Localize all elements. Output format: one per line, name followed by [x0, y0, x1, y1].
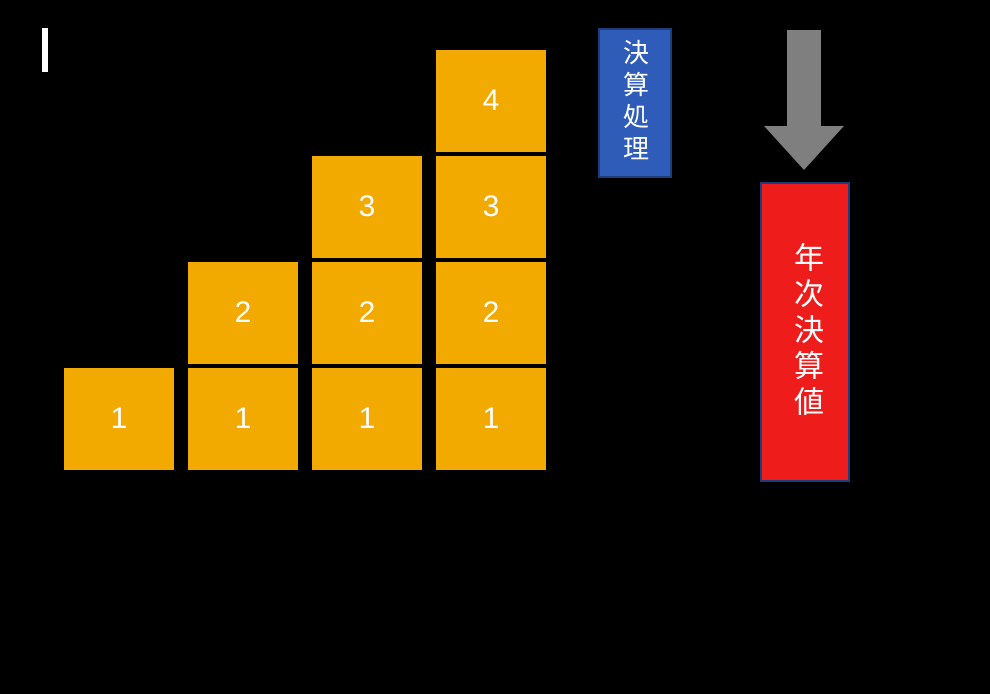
bar-cell: 1	[186, 366, 300, 472]
bar-cell: 1	[62, 366, 176, 472]
result-box: 年次決算値	[760, 182, 850, 482]
bar-cell-label: 4	[483, 84, 500, 118]
result-box-label: 年次決算値	[783, 242, 827, 422]
bar-cell-label: 1	[483, 402, 500, 436]
bar-cell-label: 2	[235, 296, 252, 330]
arrow-stem	[787, 30, 821, 126]
bar-cell-label: 1	[235, 402, 252, 436]
arrow-head	[764, 126, 844, 170]
process-box-label: 決算処理	[617, 39, 654, 167]
bar-cell-label: 2	[359, 296, 376, 330]
bar-cell-label: 1	[359, 402, 376, 436]
bar-cell-label: 3	[483, 190, 500, 224]
bar-cell-label: 1	[111, 402, 128, 436]
bar-cell-label: 3	[359, 190, 376, 224]
bar-cell-label: 2	[483, 296, 500, 330]
process-box: 決算処理	[598, 28, 672, 178]
bar-cell: 2	[310, 260, 424, 366]
bar-cell: 2	[186, 260, 300, 366]
bar-cell: 3	[310, 154, 424, 260]
axis-tick	[42, 28, 48, 72]
bar-cell: 1	[310, 366, 424, 472]
bar-cell: 1	[434, 366, 548, 472]
bar-cell: 3	[434, 154, 548, 260]
bar-cell: 2	[434, 260, 548, 366]
bar-cell: 4	[434, 48, 548, 154]
